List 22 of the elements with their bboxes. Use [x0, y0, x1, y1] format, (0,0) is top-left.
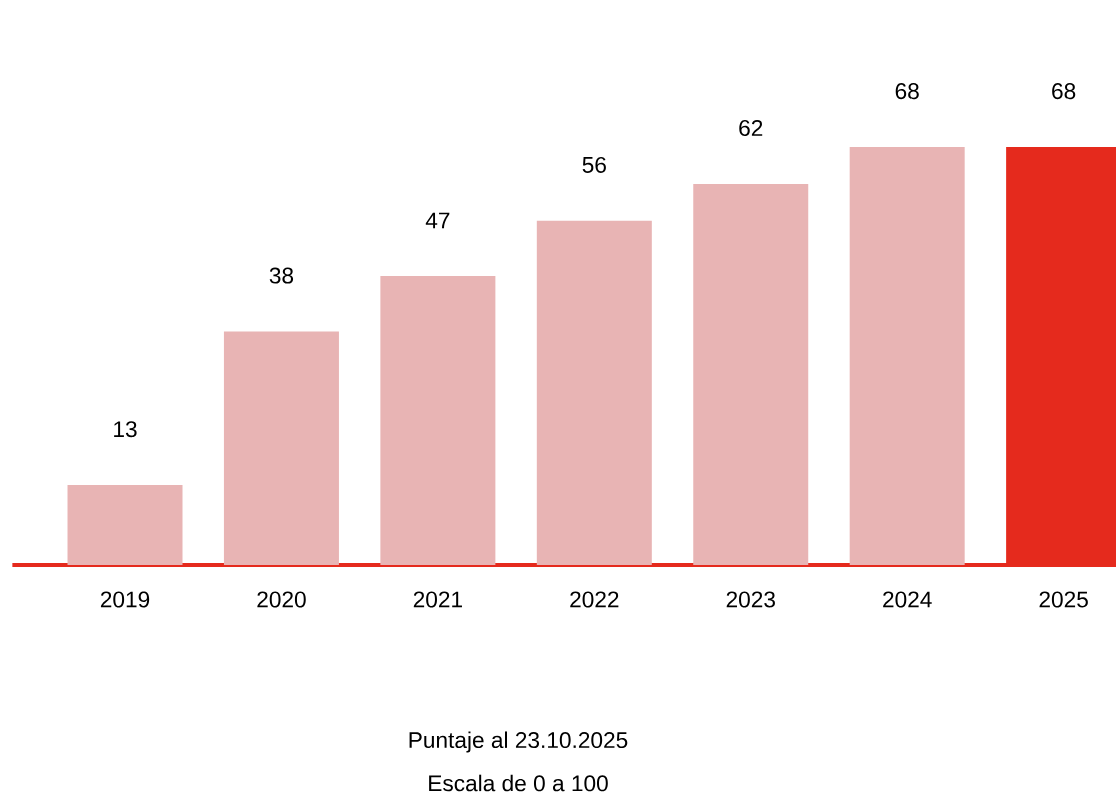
bar: [380, 276, 496, 565]
data-label: 68: [895, 83, 919, 100]
x-tick-label: 2019: [100, 591, 150, 608]
data-label: 56: [582, 156, 606, 173]
text: Puntaje al 23.10.2025: [409, 731, 628, 753]
x-tick-label: 2021: [413, 591, 462, 608]
data-label: 62: [739, 120, 763, 137]
x-tick-label: 2025: [1039, 591, 1088, 608]
x-tick-label: 2022: [570, 591, 619, 608]
x-tick-label: 2024: [883, 591, 932, 608]
x-tick-label: 2020: [257, 591, 306, 608]
bar: [67, 485, 183, 565]
bar: [536, 220, 652, 565]
x-tick-label: 2023: [726, 591, 775, 608]
bar: [223, 331, 339, 565]
bar: [693, 183, 809, 565]
data-label: 38: [269, 267, 294, 284]
data-label: 68: [1052, 83, 1076, 100]
bar: [849, 147, 965, 565]
data-label: 13: [114, 421, 137, 438]
data-label: 47: [425, 212, 450, 229]
text: Escala de 0 a 100: [429, 774, 608, 792]
